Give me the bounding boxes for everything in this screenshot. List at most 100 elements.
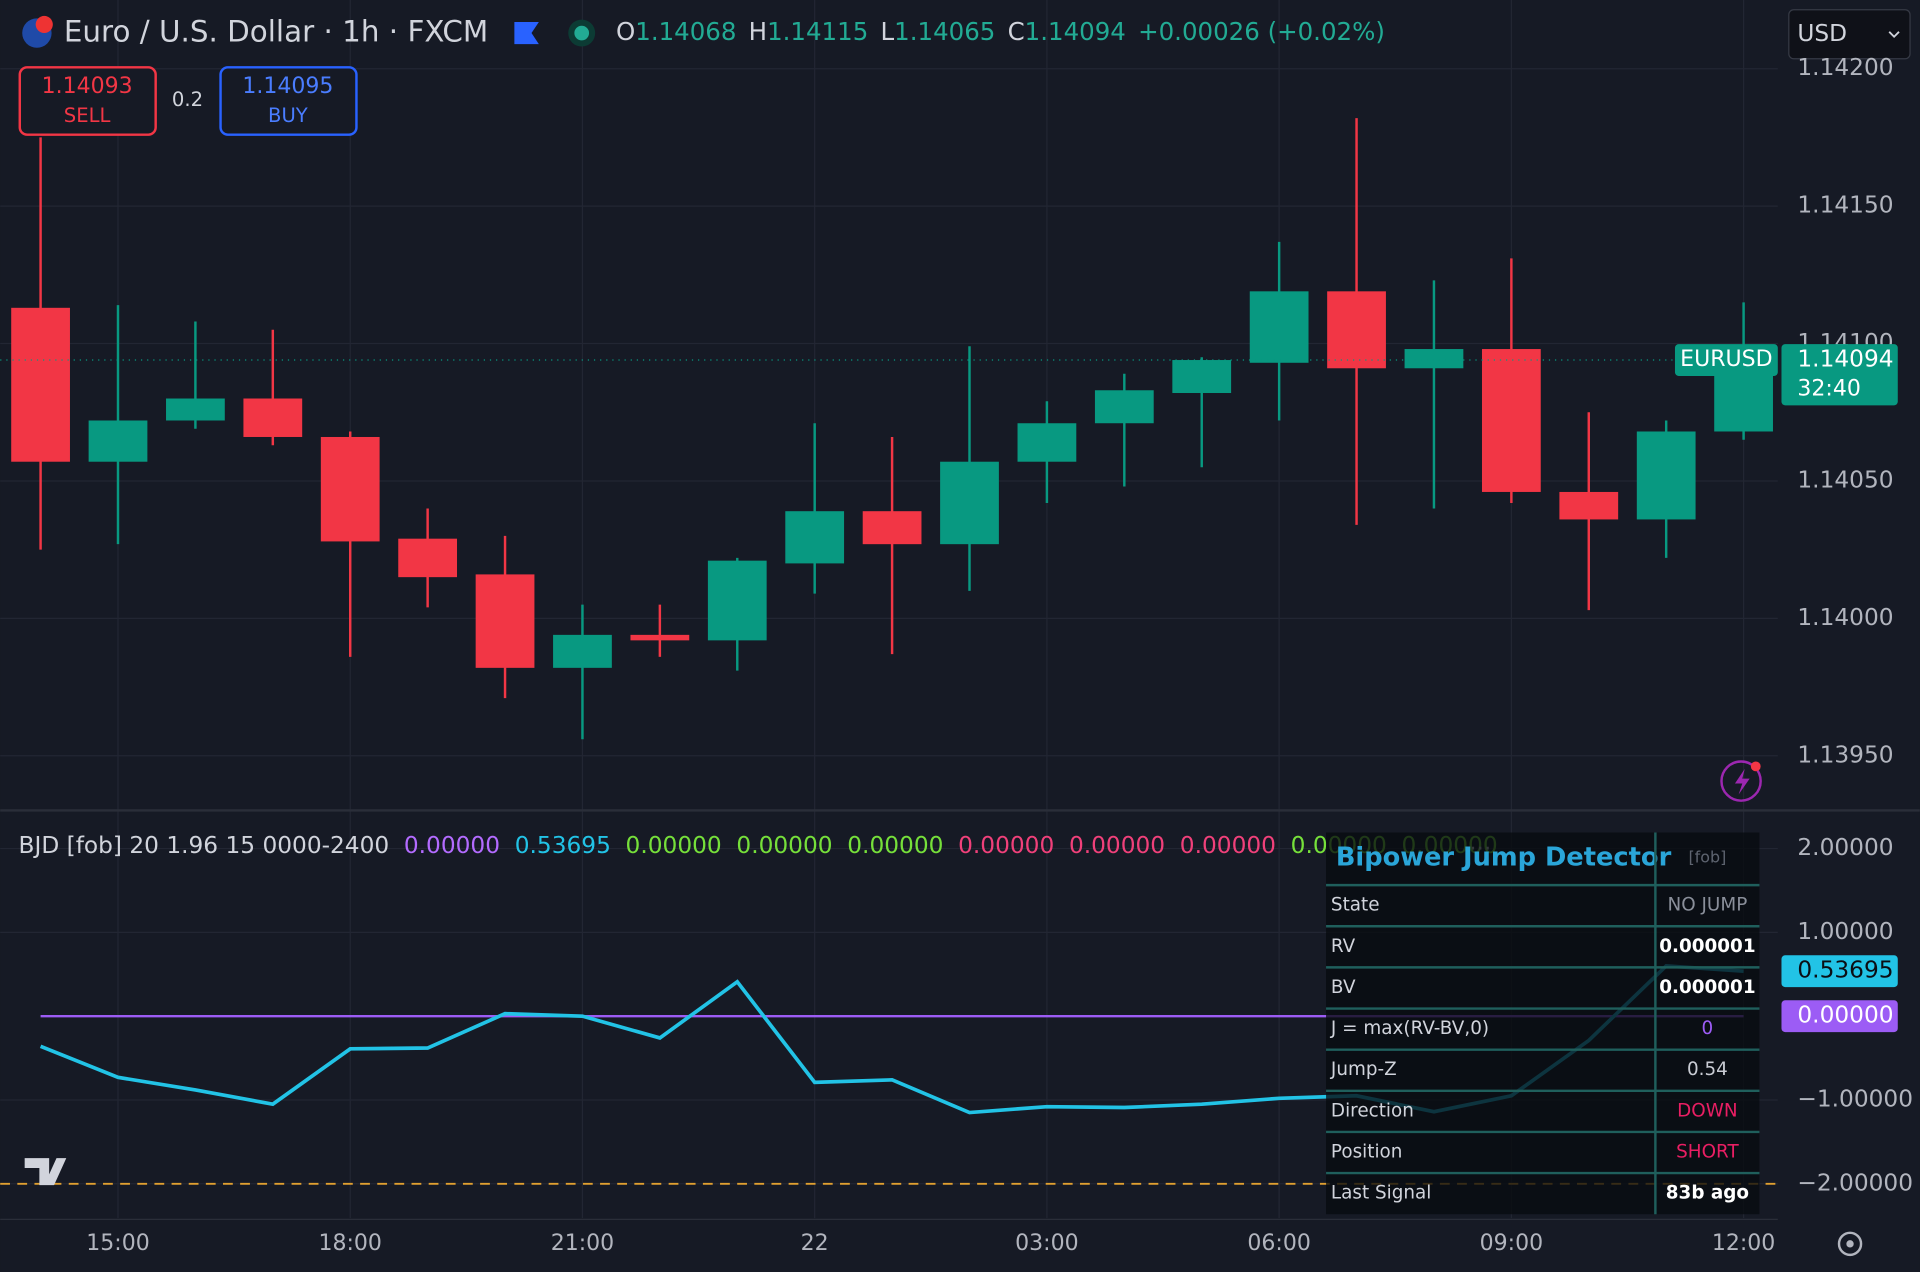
- ohlc-value: 1.14068: [635, 17, 736, 46]
- table-value: 0.000001: [1659, 977, 1755, 998]
- candle-body: [1636, 431, 1696, 520]
- ohlc-value: 1.14065: [894, 17, 995, 46]
- x-tick-label: 15:00: [86, 1231, 149, 1256]
- symbol-tag-label: EURUSD: [1680, 347, 1772, 372]
- settings-icon-center: [1846, 1240, 1854, 1248]
- table-title: Bipower Jump Detector: [1336, 843, 1672, 873]
- candle-body: [320, 436, 380, 542]
- table-label: Last Signal: [1331, 1183, 1431, 1204]
- price-tag-value: 1.14094: [1797, 346, 1893, 373]
- sell-button[interactable]: [18, 66, 157, 136]
- value-tag-label: 0.00000: [1797, 1002, 1893, 1029]
- buy-label: BUY: [268, 104, 308, 127]
- table-value: 0.000001: [1659, 936, 1755, 957]
- indicator-legend: BJD [fob] 20 1.96 15 0000-2400 0.00000 0.5…: [19, 831, 1498, 858]
- buy-price: 1.14095: [242, 74, 333, 99]
- value-tag: [1781, 955, 1898, 988]
- axis-labels: 15:00 18:00 21:00 22 03:00 06:00 09:00 12:00 1.1…: [86, 54, 1913, 1256]
- flag-icon: [514, 22, 539, 45]
- table-label: J = max(RV-BV,0): [1330, 1018, 1489, 1039]
- x-tick-label: 06:00: [1247, 1231, 1310, 1256]
- candle-body: [1017, 423, 1077, 462]
- table-value: NO JUMP: [1668, 895, 1748, 916]
- indicator-value: 0.00000: [626, 831, 722, 858]
- y-tick-label: −2.00000: [1797, 1169, 1913, 1196]
- ohlc-value: 1.14115: [767, 17, 868, 46]
- table-tag: [fob]: [1688, 848, 1726, 867]
- candle-body: [785, 511, 845, 564]
- indicator-value: 0.00000: [404, 831, 500, 858]
- candle-body: [243, 398, 303, 437]
- candle-body: [553, 634, 612, 668]
- table-value: SHORT: [1676, 1142, 1739, 1163]
- alert-badge: [1750, 761, 1761, 772]
- value-tag-label: 0.53695: [1797, 957, 1893, 984]
- ohlc-key: L: [881, 17, 895, 46]
- candle-body: [166, 398, 225, 421]
- candle-body: [630, 634, 690, 641]
- sell-label: SELL: [64, 104, 111, 127]
- tv-logo: [24, 1158, 67, 1186]
- ohlc-key: O: [616, 17, 635, 46]
- table-label: Position: [1331, 1142, 1402, 1163]
- price-tag-countdown: 32:40: [1797, 376, 1860, 401]
- currency-dropdown[interactable]: [1788, 9, 1911, 60]
- candle-body: [1172, 360, 1232, 394]
- settings-icon[interactable]: [1837, 1231, 1863, 1257]
- candle-body: [1559, 491, 1619, 520]
- ohlc-legend: O1.14068 H1.14115 L1.14065 C1.14094 +0.00026…: [616, 17, 1385, 46]
- table-value: 0: [1702, 1018, 1714, 1039]
- y-tick-label: 2.00000: [1797, 834, 1893, 861]
- candle-body: [862, 511, 922, 545]
- indicator-value: 0.53695: [515, 831, 611, 858]
- ohlc-text: O1.14068 H1.14115 L1.14065 C1.14094 +0.00026…: [616, 17, 1385, 46]
- candle-body: [398, 538, 458, 578]
- y-tick-label: 1.00000: [1797, 918, 1893, 945]
- indicator-value: 0.00000: [1069, 831, 1165, 858]
- y-tick-label: 1.13950: [1797, 741, 1893, 768]
- ohlc-change: +0.00026 (+0.02%): [1138, 17, 1385, 46]
- dropdown-arrow: [1888, 31, 1900, 39]
- spread: 0.2: [172, 88, 203, 111]
- market-status-dot: [574, 25, 590, 41]
- buy-button[interactable]: [219, 66, 358, 136]
- y-tick-label: 1.14000: [1797, 604, 1893, 631]
- x-tick-label: 21:00: [551, 1231, 614, 1256]
- x-tick-label: 09:00: [1480, 1231, 1543, 1256]
- candle-body: [940, 461, 999, 545]
- candle-body: [1481, 349, 1541, 492]
- table-value: 0.54: [1687, 1059, 1728, 1080]
- symbol-tag: [1674, 344, 1778, 376]
- ohlc-value: 1.14094: [1025, 17, 1126, 46]
- candle-body: [11, 307, 70, 462]
- table-label: BV: [1331, 977, 1356, 998]
- ohlc-key: H: [749, 17, 767, 46]
- x-tick-label: 12:00: [1712, 1231, 1775, 1256]
- y-tick-label: 1.14150: [1797, 192, 1893, 219]
- plot: BJD [fob] 20 1.96 15 0000-2400 0.00000 0.5…: [0, 118, 1778, 1185]
- currency-label: USD: [1797, 20, 1847, 47]
- x-tick-label: 22: [801, 1231, 829, 1256]
- value-tag: [1781, 1000, 1898, 1033]
- table-value: 83b ago: [1666, 1183, 1749, 1204]
- table-label: Direction: [1331, 1100, 1414, 1121]
- table-label: State: [1331, 895, 1380, 916]
- info-table: Bipower Jump Detector [fob] State NO JUMP RV…: [1326, 832, 1760, 1215]
- x-tick-label: 03:00: [1015, 1231, 1078, 1256]
- alert-icon[interactable]: [1720, 760, 1762, 802]
- y-tick-label: 1.14200: [1797, 54, 1893, 81]
- x-tick-label: 18:00: [318, 1231, 381, 1256]
- table-label: RV: [1331, 936, 1356, 957]
- symbol-title: Euro / U.S. Dollar · 1h · FXCM: [64, 15, 488, 49]
- symbol-logo-flag: [35, 15, 53, 34]
- candle-body: [475, 574, 535, 668]
- indicator-value: 0.00000: [1180, 831, 1276, 858]
- sell-price: 1.14093: [42, 74, 133, 99]
- indicator-value: 0.00000: [958, 831, 1054, 858]
- indicator-value: 0.00000: [736, 831, 832, 858]
- y-tick-label: −1.00000: [1797, 1085, 1913, 1112]
- y-tick-label: 1.14050: [1797, 466, 1893, 493]
- candle-body: [707, 560, 767, 641]
